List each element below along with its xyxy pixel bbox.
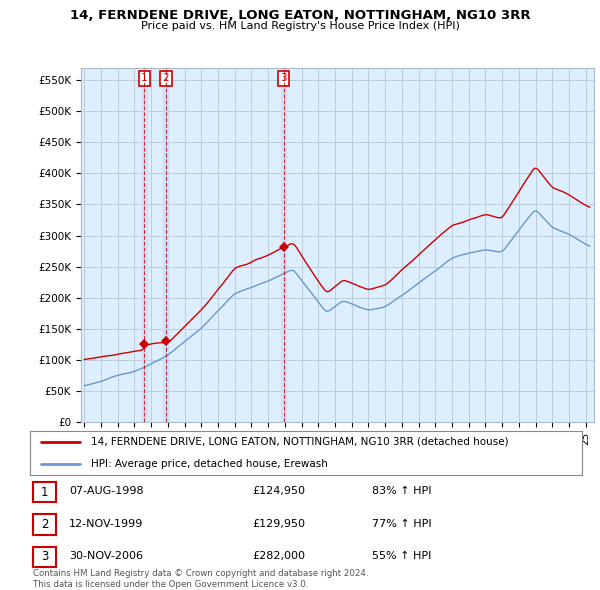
Text: 14, FERNDENE DRIVE, LONG EATON, NOTTINGHAM, NG10 3RR: 14, FERNDENE DRIVE, LONG EATON, NOTTINGH… (70, 9, 530, 22)
Text: HPI: Average price, detached house, Erewash: HPI: Average price, detached house, Erew… (91, 459, 328, 469)
Text: 2: 2 (41, 518, 48, 531)
Bar (142, 68, 147, 422)
Text: 1: 1 (41, 486, 48, 499)
Text: Contains HM Land Registry data © Crown copyright and database right 2024.
This d: Contains HM Land Registry data © Crown c… (33, 569, 368, 589)
Bar (281, 68, 286, 422)
Text: 2: 2 (163, 73, 169, 83)
Text: Price paid vs. HM Land Registry's House Price Index (HPI): Price paid vs. HM Land Registry's House … (140, 21, 460, 31)
Text: 30-NOV-2006: 30-NOV-2006 (69, 552, 143, 561)
Text: 1: 1 (141, 73, 148, 83)
Text: 83% ↑ HPI: 83% ↑ HPI (372, 487, 431, 496)
Text: £282,000: £282,000 (252, 552, 305, 561)
Text: £129,950: £129,950 (252, 519, 305, 529)
Text: 3: 3 (41, 550, 48, 563)
Text: 77% ↑ HPI: 77% ↑ HPI (372, 519, 431, 529)
Text: 12-NOV-1999: 12-NOV-1999 (69, 519, 143, 529)
Text: 55% ↑ HPI: 55% ↑ HPI (372, 552, 431, 561)
Text: 3: 3 (280, 73, 287, 83)
Bar (163, 68, 168, 422)
Text: 07-AUG-1998: 07-AUG-1998 (69, 487, 143, 496)
Text: £124,950: £124,950 (252, 487, 305, 496)
Text: 14, FERNDENE DRIVE, LONG EATON, NOTTINGHAM, NG10 3RR (detached house): 14, FERNDENE DRIVE, LONG EATON, NOTTINGH… (91, 437, 508, 447)
